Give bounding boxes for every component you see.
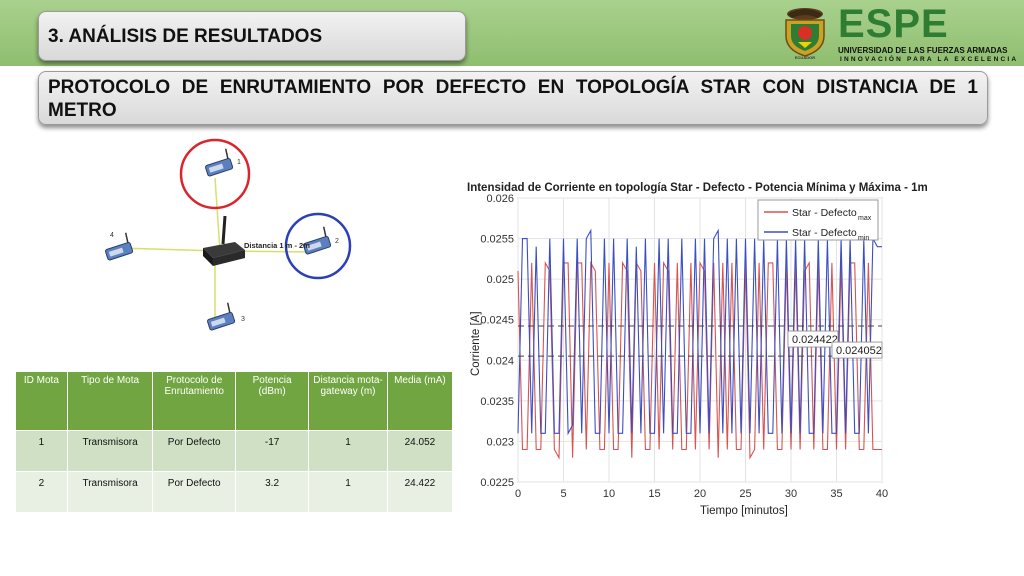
table-row: 2 Transmisora Por Defecto 3.2 1 24.422 [15,471,454,513]
table-cell: 1 [308,471,388,513]
node-label-1: 1 [237,159,241,166]
table-cell: 24.052 [386,430,454,472]
mean-callout-box [787,330,839,348]
logo-university: UNIVERSIDAD DE LAS FUERZAS ARMADAS [838,46,1008,55]
range-circle-red [179,138,251,210]
mote-3-icon [207,302,236,331]
y-tick-label: 0.024 [486,355,514,367]
x-tick-label: 30 [785,488,797,500]
col-header: Protocolo de Enrutamiento [152,371,237,431]
table-cell: 24.422 [386,471,454,513]
range-circle-blue [284,212,352,280]
crest-label: ECUADOR [795,55,815,60]
col-header: ID Mota [15,371,68,431]
y-tick-label: 0.0245 [480,315,514,327]
legend-label: Star - Defecto [792,207,857,219]
col-header: Tipo de Mota [66,371,154,431]
y-axis-label: Corriente [A] [470,311,482,376]
y-tick-label: 0.026 [486,193,514,205]
crest-icon: ECUADOR [785,8,825,60]
table-row: 1 Transmisora Por Defecto -17 1 24.052 [15,430,454,472]
mote-1-icon [205,148,234,177]
table-cell: -17 [235,430,310,472]
col-header: Media (mA) [386,371,454,431]
y-tick-label: 0.023 [486,436,514,448]
legend-label: Star - Defecto [792,227,857,239]
mote-2-icon [303,226,332,255]
current-chart: Intensidad de Corriente en topología Sta… [467,182,928,517]
x-tick-label: 10 [603,488,615,500]
y-tick-label: 0.025 [486,274,514,286]
col-header: Potencia (dBm) [235,371,310,431]
espe-logo: ECUADOR ESPE UNIVERSIDAD DE LAS FUERZAS … [778,2,1016,63]
node-label-2: 2 [335,238,339,245]
x-tick-label: 0 [515,488,521,500]
legend-label-subscript: min [858,235,869,242]
table-cell: 1 [15,430,68,472]
x-tick-label: 40 [876,488,888,500]
x-tick-label: 25 [739,488,751,500]
y-tick-label: 0.0235 [480,396,514,408]
chart-title: Intensidad de Corriente en topología Sta… [467,182,928,194]
table-cell: 3.2 [235,471,310,513]
x-axis-label: Tiempo [minutos] [700,505,788,517]
y-tick-label: 0.0225 [480,477,514,489]
section-title-bar: 3. ANÁLISIS DE RESULTADOS [38,11,466,61]
table-cell: Por Defecto [152,471,237,513]
col-header: Distancia mota-gateway (m) [308,371,388,431]
x-tick-label: 5 [560,488,566,500]
mote-4-icon [105,232,134,261]
logo-motto: INNOVACIÓN PARA LA EXCELENCIA [840,56,1019,63]
table-cell: 1 [308,430,388,472]
table-cell: Por Defecto [152,430,237,472]
node-label-4: 4 [110,232,114,239]
legend-box [757,199,879,241]
mean-callout-label: 0.024422 [792,334,838,346]
mean-callout-box [831,341,883,359]
table-cell: 2 [15,471,68,513]
star-topology-diagram: 1 2 3 4 Distancia 1 m - 2m [105,138,352,331]
distance-label: Distancia 1 m - 2m [244,241,310,250]
link-1 [214,177,221,252]
x-tick-label: 20 [694,488,706,500]
logo-wordmark: ESPE [838,2,949,46]
x-tick-label: 35 [830,488,842,500]
results-table: ID Mota Tipo de Mota Protocolo de Enruta… [15,371,454,513]
mean-callout-label: 0.024052 [836,345,882,357]
table-cell: Transmisora [66,430,154,472]
gateway-icon [203,215,245,266]
legend-label-subscript: max [858,215,872,222]
subtitle: PROTOCOLO DE ENRUTAMIENTO POR DEFECTO EN… [48,77,978,121]
subtitle-bar: PROTOCOLO DE ENRUTAMIENTO POR DEFECTO EN… [38,71,988,125]
x-tick-label: 15 [648,488,660,500]
node-label-3: 3 [241,316,245,323]
section-title: 3. ANÁLISIS DE RESULTADOS [48,26,323,47]
series-min-line [517,228,882,436]
y-tick-label: 0.0255 [480,234,514,246]
table-header-row: ID Mota Tipo de Mota Protocolo de Enruta… [15,371,454,431]
table-cell: Transmisora [66,471,154,513]
